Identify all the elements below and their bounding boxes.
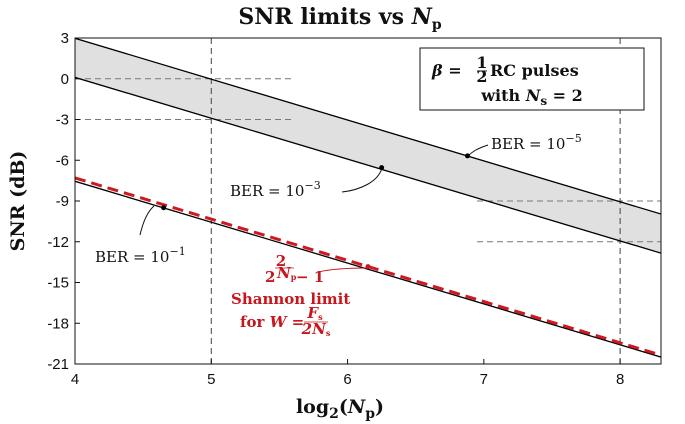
shannon-formula-base: 2 xyxy=(265,268,275,286)
legend-line-1: β = xyxy=(431,61,462,80)
y-tick-label: -18 xyxy=(47,315,69,332)
legend-box-frame xyxy=(419,47,645,111)
shannon-frac-num: Fs xyxy=(306,304,323,322)
y-axis-label: SNR (dB) xyxy=(7,151,29,252)
shannon-line-2: Shannon limit xyxy=(231,290,350,308)
ticks: 4 5 6 7 8 3 0 -3 -6 -9 -12 -15 -18 -21 xyxy=(47,30,624,388)
annotation-shannon: 2 2 Np − 1 Shannon limit for W = Fs 2Ns xyxy=(231,252,367,338)
legend-line-2: with Ns = 2 xyxy=(480,86,583,108)
marker-ber1 xyxy=(161,205,167,211)
marker-ber5 xyxy=(464,153,470,159)
shannon-frac-den: 2Ns xyxy=(301,320,331,338)
y-tick-label: -21 xyxy=(47,356,69,373)
y-tick-label: 3 xyxy=(61,30,69,47)
x-tick-label: 5 xyxy=(207,371,215,388)
shannon-exp-num: 2 xyxy=(276,252,286,270)
legend-line-1-tail: RC pulses xyxy=(490,61,579,80)
annotation-ber-3: BER = 10−3 xyxy=(230,167,383,200)
ber-5-label: BER = 10−5 xyxy=(491,132,582,153)
y-tick-label: -6 xyxy=(56,152,69,169)
ber-1-label: BER = 10−1 xyxy=(95,245,186,266)
legend-box: β = 1 2 RC pulses with Ns = 2 xyxy=(419,47,645,111)
ber-3-label: BER = 10−3 xyxy=(230,179,321,200)
shannon-exp-den: Np xyxy=(276,264,297,282)
legend-frac-den: 2 xyxy=(476,67,487,86)
chart-title: SNR limits vs Np xyxy=(238,4,441,33)
ber-3-leader xyxy=(341,167,383,193)
shannon-leader xyxy=(317,267,367,273)
ber-5-leader xyxy=(467,144,489,157)
x-tick-label: 8 xyxy=(616,371,624,388)
ber-line-2 xyxy=(75,76,661,254)
ber-line-3 xyxy=(75,180,661,358)
annotation-ber-5: BER = 10−5 xyxy=(467,132,582,157)
shannon-line-3: for W = xyxy=(240,313,304,331)
y-tick-label: -15 xyxy=(47,275,69,292)
annotation-ber-1: BER = 10−1 xyxy=(95,205,186,266)
x-tick-label: 7 xyxy=(480,371,488,388)
x-tick-label: 4 xyxy=(71,371,79,388)
shannon-formula-tail: − 1 xyxy=(296,268,324,286)
marker-shannon xyxy=(365,264,371,270)
ber-1-leader xyxy=(139,205,155,236)
y-tick-label: 0 xyxy=(61,71,69,88)
marker-ber3 xyxy=(379,165,385,171)
x-tick-label: 6 xyxy=(343,371,351,388)
y-tick-label: -9 xyxy=(56,193,69,210)
legend-frac-num: 1 xyxy=(476,53,487,72)
x-axis-label: log2(Np) xyxy=(296,396,384,422)
y-tick-label: -12 xyxy=(47,234,69,251)
annotation-markers xyxy=(161,153,470,270)
ber-band-shading xyxy=(75,38,661,254)
ber-line-1 xyxy=(75,38,661,215)
y-tick-label: -3 xyxy=(56,112,69,129)
